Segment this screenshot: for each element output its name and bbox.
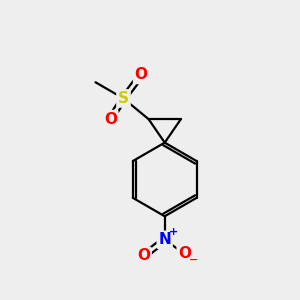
Text: S: S [118, 91, 129, 106]
Text: O: O [178, 246, 191, 261]
Text: O: O [104, 112, 117, 127]
Text: O: O [137, 248, 150, 263]
Text: N: N [158, 232, 171, 247]
Text: +: + [169, 226, 178, 237]
Text: −: − [189, 255, 198, 265]
Text: O: O [135, 68, 148, 82]
